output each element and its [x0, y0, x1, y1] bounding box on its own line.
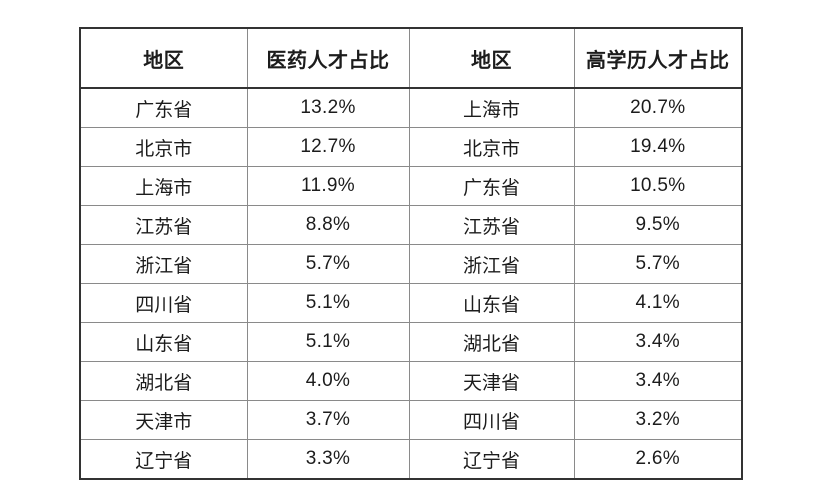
cell-region-education: 天津省 [408, 361, 575, 401]
cell-region-pharma: 广东省 [79, 87, 248, 128]
table-row: 辽宁省 3.3% 辽宁省 2.6% [79, 439, 743, 479]
cell-region-education: 辽宁省 [408, 439, 575, 479]
cell-pharma-share: 4.0% [246, 361, 410, 401]
table-header-row: 地区 医药人才占比 地区 高学历人才占比 [79, 27, 743, 89]
cell-education-share: 4.1% [573, 283, 743, 323]
cell-region-education: 湖北省 [408, 322, 575, 362]
cell-pharma-share: 12.7% [246, 127, 410, 167]
column-header-region-education: 地区 [408, 27, 575, 89]
table-body: 广东省 13.2% 上海市 20.7% 北京市 12.7% 北京市 19.4% … [79, 87, 743, 479]
cell-pharma-share: 11.9% [246, 166, 410, 206]
cell-region-pharma: 浙江省 [79, 244, 248, 284]
cell-pharma-share: 3.7% [246, 400, 410, 440]
cell-pharma-share: 3.3% [246, 439, 410, 479]
cell-education-share: 5.7% [573, 244, 743, 284]
table-row: 江苏省 8.8% 江苏省 9.5% [79, 205, 743, 245]
cell-region-education: 广东省 [408, 166, 575, 206]
cell-education-share: 2.6% [573, 439, 743, 479]
cell-region-pharma: 天津市 [79, 400, 248, 440]
cell-education-share: 9.5% [573, 205, 743, 245]
cell-education-share: 3.4% [573, 361, 743, 401]
cell-education-share: 3.2% [573, 400, 743, 440]
cell-region-pharma: 湖北省 [79, 361, 248, 401]
cell-region-pharma: 北京市 [79, 127, 248, 167]
cell-pharma-share: 5.1% [246, 283, 410, 323]
cell-region-education: 山东省 [408, 283, 575, 323]
cell-education-share: 20.7% [573, 87, 743, 128]
cell-education-share: 19.4% [573, 127, 743, 167]
cell-region-education: 四川省 [408, 400, 575, 440]
table-row: 山东省 5.1% 湖北省 3.4% [79, 322, 743, 362]
cell-region-pharma: 上海市 [79, 166, 248, 206]
table-row: 天津市 3.7% 四川省 3.2% [79, 400, 743, 440]
table-row: 北京市 12.7% 北京市 19.4% [79, 127, 743, 167]
table-row: 广东省 13.2% 上海市 20.7% [79, 87, 743, 128]
cell-region-education: 浙江省 [408, 244, 575, 284]
cell-region-pharma: 辽宁省 [79, 439, 248, 479]
table-row: 湖北省 4.0% 天津省 3.4% [79, 361, 743, 401]
cell-region-pharma: 四川省 [79, 283, 248, 323]
cell-pharma-share: 8.8% [246, 205, 410, 245]
cell-pharma-share: 13.2% [246, 87, 410, 128]
cell-pharma-share: 5.7% [246, 244, 410, 284]
cell-region-education: 北京市 [408, 127, 575, 167]
cell-education-share: 10.5% [573, 166, 743, 206]
cell-education-share: 3.4% [573, 322, 743, 362]
table-row: 上海市 11.9% 广东省 10.5% [79, 166, 743, 206]
column-header-region-pharma: 地区 [79, 27, 248, 89]
table-row: 四川省 5.1% 山东省 4.1% [79, 283, 743, 323]
talent-share-table: 地区 医药人才占比 地区 高学历人才占比 广东省 13.2% 上海市 20.7%… [79, 27, 743, 480]
column-header-pharma-talent-share: 医药人才占比 [246, 27, 410, 89]
cell-region-education: 江苏省 [408, 205, 575, 245]
cell-pharma-share: 5.1% [246, 322, 410, 362]
cell-region-education: 上海市 [408, 87, 575, 128]
cell-region-pharma: 山东省 [79, 322, 248, 362]
table-header: 地区 医药人才占比 地区 高学历人才占比 [79, 27, 743, 89]
cell-region-pharma: 江苏省 [79, 205, 248, 245]
column-header-higher-education-talent-share: 高学历人才占比 [573, 27, 743, 89]
table-row: 浙江省 5.7% 浙江省 5.7% [79, 244, 743, 284]
data-table-container: 地区 医药人才占比 地区 高学历人才占比 广东省 13.2% 上海市 20.7%… [79, 27, 743, 480]
